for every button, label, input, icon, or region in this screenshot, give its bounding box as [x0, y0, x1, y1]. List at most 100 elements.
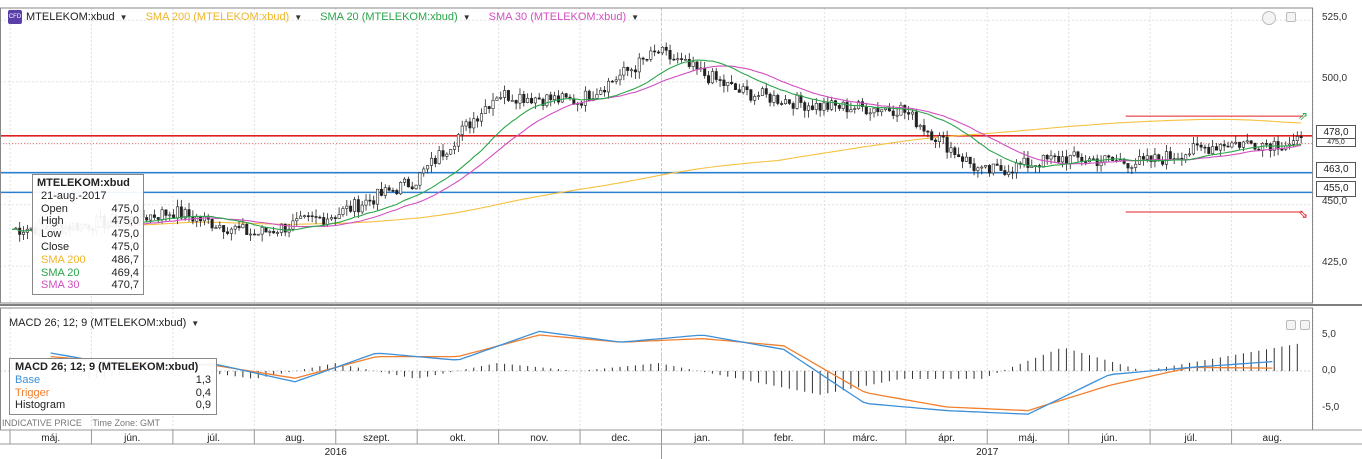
candle-body: [533, 97, 537, 104]
candle-body: [491, 99, 495, 109]
candle-body: [610, 80, 614, 83]
candle-body: [210, 218, 214, 229]
candle-body: [506, 90, 510, 101]
candle-body: [976, 167, 980, 171]
y-tick-label: 500,0: [1322, 73, 1348, 84]
macd-y-tick: 5,0: [1322, 329, 1336, 340]
x-tick-label: júl.: [206, 433, 220, 444]
candle-body: [630, 69, 634, 72]
candle-body: [1207, 146, 1211, 154]
candle-body: [864, 106, 868, 115]
candle-body: [1230, 142, 1234, 148]
candle-body: [149, 214, 153, 221]
info-label: SMA 200: [41, 253, 86, 266]
macd-value: 1,3: [195, 373, 211, 386]
candle-body: [237, 225, 241, 229]
macd-value: 0,9: [195, 399, 211, 412]
candle-body: [622, 67, 626, 76]
candle-body: [968, 156, 972, 164]
candle-body: [853, 108, 857, 110]
candles: [14, 42, 1303, 242]
candle-body: [760, 88, 764, 96]
candle-body: [918, 125, 922, 128]
chevron-down-icon: ▼: [191, 318, 200, 328]
price-tag-partial: 475,0: [1316, 138, 1356, 147]
candle-body: [1211, 146, 1215, 154]
candle-body: [830, 100, 834, 110]
footer-note: INDICATIVE PRICE Time Zone: GMT: [2, 418, 160, 428]
macd-value: 0,4: [195, 386, 211, 399]
candle-body: [453, 145, 457, 150]
candle-body: [795, 95, 799, 109]
timezone-label: Time Zone: GMT: [92, 418, 161, 428]
candle-body: [595, 94, 599, 99]
chevron-down-icon: ▼: [631, 12, 640, 22]
candle-body: [426, 165, 430, 170]
candle-body: [433, 157, 437, 164]
chevron-down-icon: ▼: [119, 12, 128, 22]
info-title: MTELEKOM:xbud: [37, 177, 130, 189]
candle-body: [1014, 162, 1018, 173]
candle-body: [730, 81, 734, 84]
candle-body: [553, 95, 557, 100]
restore-icon[interactable]: [1286, 320, 1296, 330]
candle-body: [876, 107, 880, 113]
candle-body: [687, 58, 691, 67]
candle-body: [1249, 140, 1253, 144]
info-label: Low: [41, 228, 62, 241]
clock-icon[interactable]: [1262, 11, 1276, 25]
candle-body: [987, 165, 991, 174]
candle-body: [349, 205, 353, 212]
sma20-legend[interactable]: SMA 20 (MTELEKOM:xbud) ▼: [320, 11, 470, 23]
candle-body: [445, 153, 449, 157]
candle-body: [949, 147, 953, 153]
macd-info-box: MACD 26; 12; 9 (MTELEKOM:xbud) Base 1,3 T…: [9, 358, 217, 416]
candle-body: [222, 225, 226, 233]
candle-body: [791, 103, 795, 109]
symbol-selector[interactable]: CFD MTELEKOM:xbud ▼: [8, 10, 128, 24]
candle-body: [187, 209, 191, 217]
candle-body: [183, 209, 187, 219]
candle-body: [753, 96, 757, 101]
candle-body: [422, 168, 426, 174]
candle-body: [580, 103, 584, 106]
candle-body: [1049, 155, 1053, 160]
info-value: 470,7: [111, 279, 139, 292]
candle-body: [887, 107, 891, 112]
macd-row: Trigger 0,4: [15, 387, 211, 400]
macd-y-tick: 0,0: [1322, 365, 1336, 376]
candle-body: [437, 150, 441, 164]
sma200-legend[interactable]: SMA 200 (MTELEKOM:xbud) ▼: [146, 11, 303, 23]
candle-body: [691, 61, 695, 67]
candle-body: [1061, 156, 1065, 163]
candle-body: [245, 223, 249, 235]
candle-body: [1214, 146, 1218, 151]
candle-body: [1122, 159, 1126, 164]
candle-body: [891, 110, 895, 116]
x-tick-label: aug.: [285, 433, 304, 444]
candle-body: [1176, 157, 1180, 160]
sma30-legend[interactable]: SMA 30 (MTELEKOM:xbud) ▼: [489, 11, 639, 23]
candle-body: [179, 206, 183, 219]
candle-body: [633, 69, 637, 73]
candle-body: [499, 97, 503, 99]
candle-body: [1276, 141, 1280, 150]
candle-body: [599, 89, 603, 95]
candle-body: [868, 112, 872, 115]
candle-body: [1222, 144, 1226, 147]
macd-title[interactable]: MACD 26; 12; 9 (MTELEKOM:xbud) ▼: [9, 317, 199, 329]
candle-body: [922, 125, 926, 132]
candle-body: [764, 88, 768, 95]
candle-body: [849, 109, 853, 113]
sma200-path: [11, 118, 1302, 232]
candle-body: [656, 51, 660, 54]
window-icon[interactable]: [1300, 320, 1310, 330]
year-label: 2016: [325, 447, 348, 458]
window-icon[interactable]: [1286, 12, 1296, 22]
candle-body: [403, 178, 407, 183]
candle-body: [260, 227, 264, 235]
candle-body: [214, 227, 218, 230]
candle-body: [741, 86, 745, 93]
candle-body: [464, 121, 468, 127]
